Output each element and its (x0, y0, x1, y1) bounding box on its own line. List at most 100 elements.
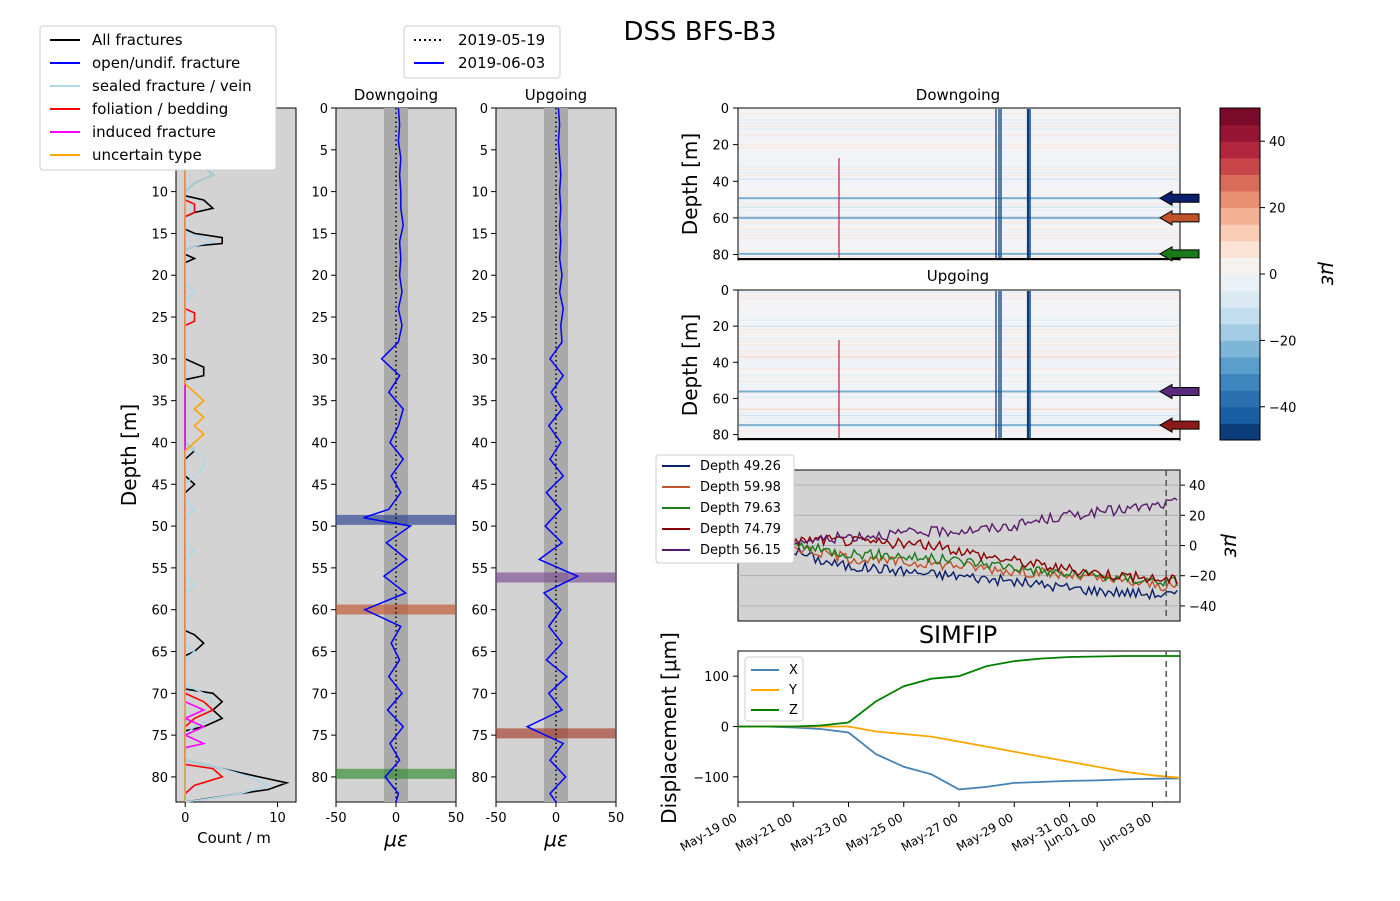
p4-stripe (739, 246, 1179, 249)
p4-stripe (739, 137, 1179, 140)
p4-stripe (739, 187, 1179, 190)
downgoing-waterfall-plot-area (737, 107, 1181, 261)
p4-stripe (739, 218, 1179, 221)
p5-stripe (739, 297, 1179, 300)
simfip-ytick-label-1: 0 (721, 721, 729, 736)
colorbar-cell-6 (1220, 323, 1260, 341)
fracture-ytick-label-0: 10 (151, 186, 168, 201)
p4-stripe (739, 256, 1179, 258)
p5-stripe (739, 405, 1179, 407)
p5-ytick-label-2: 40 (712, 356, 729, 371)
p5-stripe (739, 301, 1179, 303)
fracture-legend-label-0: All fractures (92, 31, 183, 49)
p4-stripe (739, 156, 1179, 158)
p2-xtick-label-0: -50 (325, 811, 346, 826)
strain-ytick-label-0: 40 (1189, 479, 1206, 494)
p4-stripe (739, 112, 1179, 115)
p4-stripe (739, 221, 1179, 224)
p5-stripe (739, 331, 1179, 334)
fracture-legend-label-3: foliation / bedding (92, 100, 228, 118)
simfip-xtick-label-5: May-29 00 (954, 810, 1016, 854)
simfip-legend-label-0: X (789, 663, 798, 678)
colorbar-cell-11 (1220, 240, 1260, 258)
p5-stripe (739, 377, 1179, 380)
p2-ytick-label-5: 25 (311, 311, 328, 326)
colorbar-cell-7 (1220, 307, 1260, 325)
simfip-series-2 (738, 655, 1180, 728)
p4-stripe (739, 122, 1179, 124)
fracture-log-xlabel: Count / m (197, 829, 271, 847)
fracture-legend-label-5: uncertain type (92, 146, 202, 164)
p5-stripe (739, 371, 1179, 374)
downgoing-profile-xlabel: με (383, 827, 408, 851)
p5-depth-arrow-0 (1159, 383, 1200, 400)
p3-ytick-label-12: 60 (471, 604, 488, 619)
downgoing-profile-xticks: -50 0 50 (325, 802, 464, 826)
p4-stripe (739, 212, 1179, 214)
simfip-legend-label-1: Y (788, 683, 797, 698)
profile-legend-label-0: 2019-05-19 (458, 31, 545, 49)
colorbar-cell-17 (1220, 141, 1260, 159)
colorbar-cell-14 (1220, 191, 1260, 209)
strain-ytick-label-2: 0 (1189, 540, 1197, 555)
p4-stripe (739, 131, 1179, 134)
p3-ytick-label-14: 70 (471, 687, 488, 702)
simfip-yticks: 100 0 −100 (693, 670, 738, 786)
p5-stripe (739, 433, 1179, 435)
strain-ytick-label-3: −20 (1189, 570, 1216, 585)
p5-stripe (739, 307, 1179, 309)
p5-stripe (739, 420, 1179, 423)
p4-stripe (739, 237, 1179, 239)
p2-xtick-label-2: 50 (448, 811, 465, 826)
simfip-xtick-label-8: Jun-03 00 (1096, 810, 1154, 851)
strain-timeseries-yticks: 40 20 0 −20 −40 (1180, 479, 1216, 615)
p5-stripe (739, 350, 1179, 352)
p5-stripe (739, 408, 1179, 410)
colorbar-cell-3 (1220, 373, 1260, 391)
fracture-xtick-label-0: 0 (181, 811, 189, 826)
p4-stripe (739, 200, 1179, 202)
upgoing-profile-xlabel: με (543, 827, 568, 851)
p3-ytick-label-11: 55 (471, 562, 488, 577)
p3-highlight-1 (496, 728, 616, 739)
p5-stripe (739, 362, 1179, 364)
p2-highlight-2 (336, 768, 456, 779)
p5-ytick-label-1: 20 (712, 320, 729, 335)
p3-ytick-label-6: 30 (471, 353, 488, 368)
strain-ytick-label-4: −40 (1189, 600, 1216, 615)
p2-series-1 (362, 107, 413, 803)
p4-stripe (739, 168, 1179, 171)
downgoing-profile-yticks: 0 5 10 15 20 25 30 35 40 45 50 55 60 65 70 75 80 (311, 102, 336, 786)
p5-stripe (739, 353, 1179, 355)
fracture-legend: All fractures open/undif. fracture sealed … (39, 25, 277, 171)
simfip-xtick-label-1: May-21 00 (733, 810, 795, 854)
p4-depth-arrow-2 (1159, 245, 1200, 262)
p3-ytick-label-1: 5 (480, 144, 488, 159)
p5-stripe (739, 393, 1179, 395)
p4-depth-arrow-0 (1159, 190, 1200, 207)
fracture-legend-label-4: induced fracture (92, 123, 216, 141)
upgoing-profile-content (496, 107, 616, 803)
colorbar-cell-13 (1220, 207, 1260, 225)
p2-ytick-label-4: 20 (311, 269, 328, 284)
p4-stripe (739, 150, 1179, 152)
p2-ytick-label-12: 60 (311, 604, 328, 619)
p2-ytick-label-11: 55 (311, 562, 328, 577)
colorbar-cell-9 (1220, 274, 1260, 292)
colorbar-cell-16 (1220, 157, 1260, 175)
p3-ytick-label-15: 75 (471, 729, 488, 744)
p4-ytick-label-0: 0 (721, 102, 729, 117)
p2-ytick-label-10: 50 (311, 520, 328, 535)
p5-stripe (739, 430, 1179, 432)
fracture-ytick-label-10: 60 (151, 604, 168, 619)
figure-title: DSS BFS-B3 (624, 17, 777, 47)
fracture-ytick-label-4: 30 (151, 353, 168, 368)
profile-legend-label-1: 2019-06-03 (458, 54, 545, 72)
upgoing-waterfall-panel: 0 20 40 60 80 Upgoing Depth [m] (678, 267, 1200, 444)
fracture-ytick-label-14: 80 (151, 771, 168, 786)
p4-stripe (739, 109, 1179, 112)
strain-legend-label-2: Depth 79.63 (700, 501, 781, 516)
p5-stripe (739, 383, 1179, 386)
downgoing-waterfall-content (738, 109, 1200, 262)
p4-stripe (739, 243, 1179, 246)
